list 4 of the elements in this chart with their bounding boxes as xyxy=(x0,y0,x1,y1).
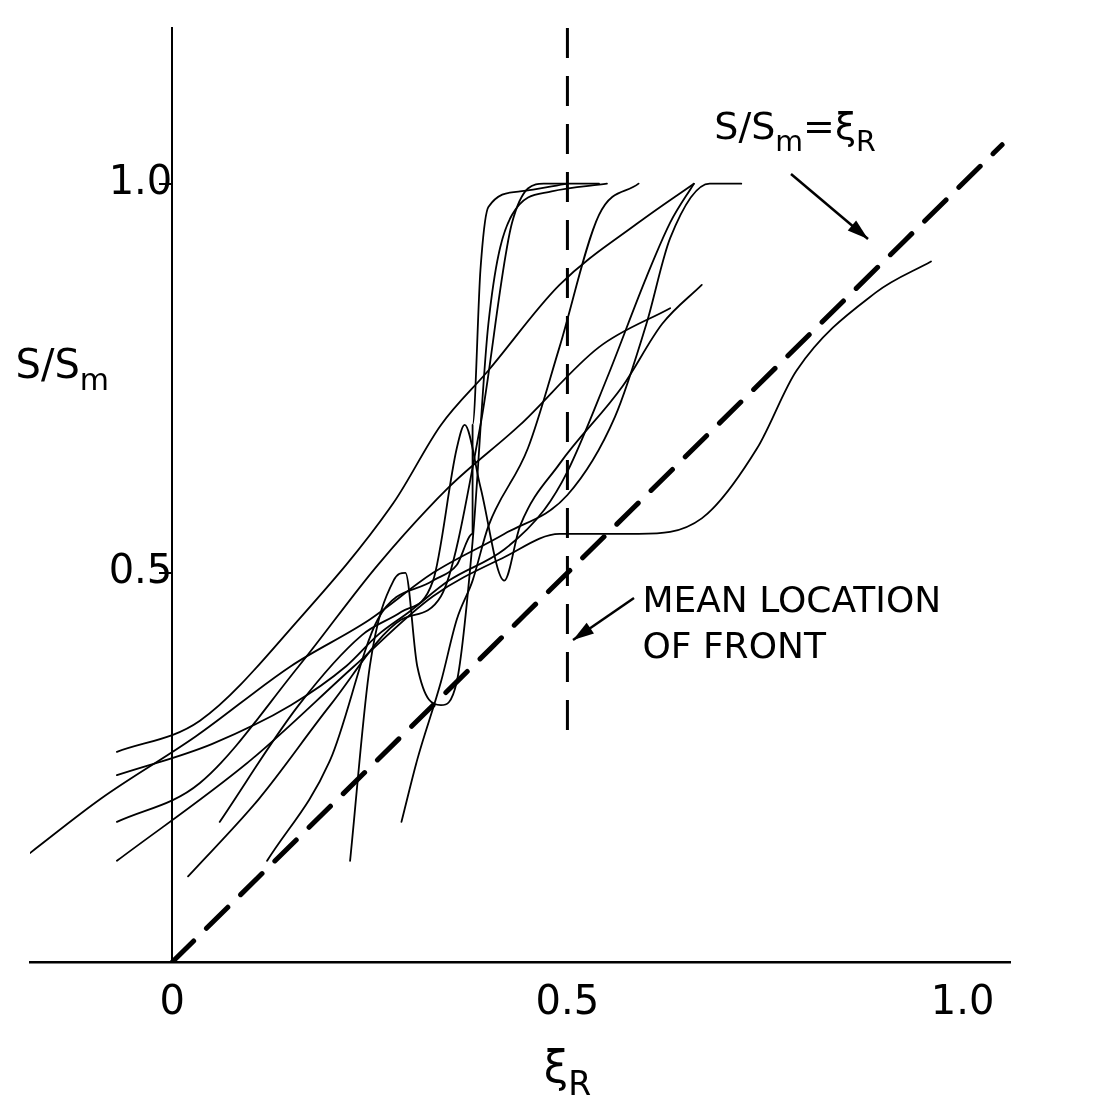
ref-line-label: MEAN LOCATION OF FRONT xyxy=(642,578,942,666)
x-tick-label: 1.0 xyxy=(930,977,995,1024)
x-tick-label: 0.5 xyxy=(535,977,600,1024)
x-tick-label: 0 xyxy=(159,977,185,1024)
